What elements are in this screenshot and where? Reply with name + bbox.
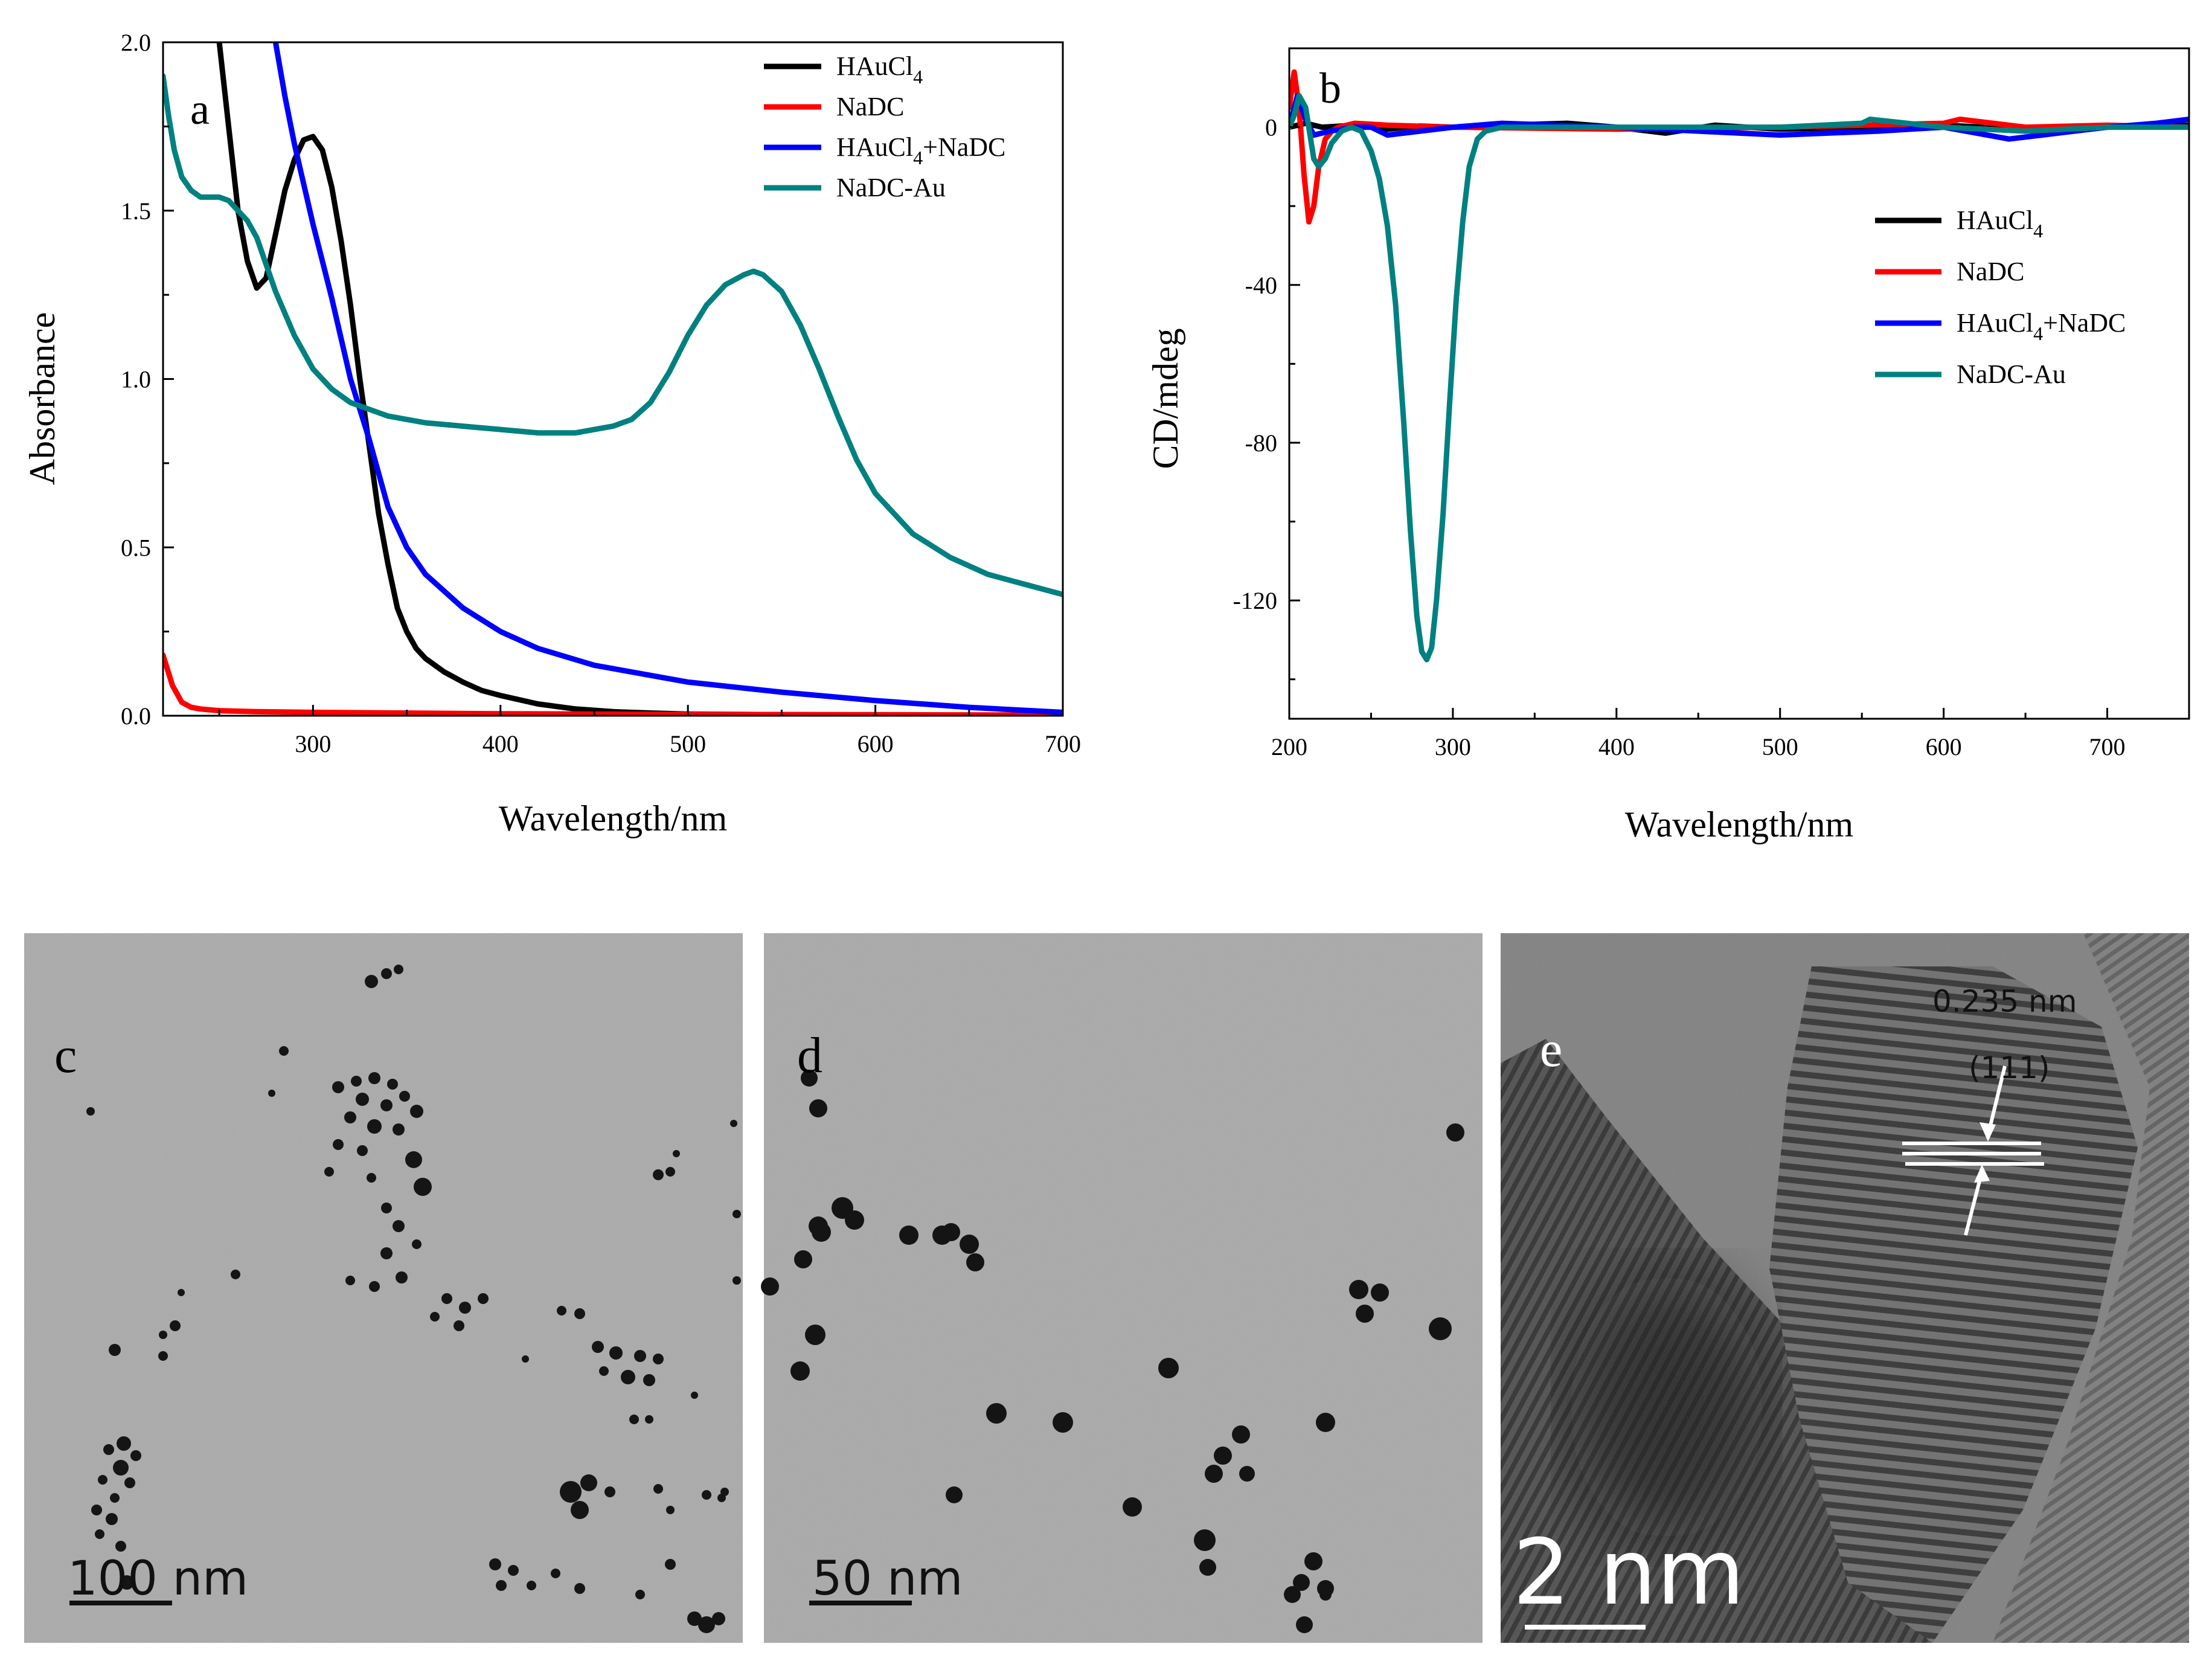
arrow-head-bottom bbox=[1974, 1164, 1990, 1183]
scale-bar-c bbox=[69, 1601, 172, 1605]
scale-label-c: 100 nm bbox=[68, 1552, 248, 1606]
scale-label-d: 50 nm bbox=[812, 1552, 963, 1606]
y-tick-label-a-3: 1.5 bbox=[121, 198, 151, 225]
arrow-head-top bbox=[1980, 1122, 1996, 1142]
y-tick-label-b-1: -40 bbox=[1245, 272, 1277, 299]
legend-label-a-1: NaDC bbox=[836, 92, 904, 121]
panel-label-c: c bbox=[54, 1027, 77, 1084]
series-line-b-3 bbox=[1289, 92, 2189, 663]
lattice-spacing-marker bbox=[1902, 1065, 2044, 1236]
series-line-a-0 bbox=[216, 42, 1063, 716]
series-line-a-3 bbox=[163, 73, 1063, 597]
scale-bar-e bbox=[1525, 1625, 1646, 1630]
y-tick-label-b-2: -80 bbox=[1245, 429, 1277, 457]
y-axis-label-a: Absorbance bbox=[22, 312, 62, 486]
axis-ticks-a: 300 400 500 600 700 0.0 0.5 1.0 1.5 2.0 bbox=[121, 29, 1081, 757]
axis-ticks-b: 200 300 400 500 600 700 0 -40 -80 -120 bbox=[1233, 114, 2126, 760]
x-axis-label-a: Wavelength/nm bbox=[499, 798, 727, 838]
y-tick-label-a-4: 2.0 bbox=[121, 29, 151, 56]
lattice-spacing-label: 0.235 nm bbox=[1932, 984, 2077, 1019]
panel-label-d: d bbox=[797, 1027, 822, 1084]
legend-label-a-3: NaDC-Au bbox=[836, 173, 946, 202]
tem-image-c: 100 nm c bbox=[24, 933, 743, 1643]
series-line-a-2 bbox=[272, 42, 1063, 715]
series-layer-a bbox=[163, 42, 1063, 716]
y-tick-label-b-3: -120 bbox=[1233, 587, 1277, 614]
y-axis-label-b: CD/mdeg bbox=[1146, 328, 1185, 469]
series-line-b-2 bbox=[1289, 92, 2189, 142]
y-tick-label-b-0: 0 bbox=[1265, 114, 1277, 141]
x-tick-label-b-1: 300 bbox=[1435, 733, 1471, 760]
y-tick-label-a-2: 1.0 bbox=[121, 366, 151, 393]
x-tick-label-a-2: 500 bbox=[670, 730, 706, 757]
scale-bar-d bbox=[809, 1601, 912, 1605]
x-tick-label-a-3: 600 bbox=[858, 730, 894, 757]
panel-label-a: a bbox=[190, 85, 210, 133]
legend-label-a-0: HAuCl4 bbox=[836, 51, 923, 88]
series-line-b-1 bbox=[1289, 69, 2189, 225]
x-tick-label-a-1: 400 bbox=[482, 730, 519, 757]
y-tick-label-a-0: 0.0 bbox=[121, 702, 151, 730]
x-axis-label-b: Wavelength/nm bbox=[1625, 805, 1853, 844]
tem-image-d: 50 nm d bbox=[761, 933, 1483, 1643]
panel-label-e: e bbox=[1540, 1021, 1562, 1078]
y-tick-label-a-1: 0.5 bbox=[121, 534, 151, 561]
x-tick-label-b-0: 200 bbox=[1271, 733, 1307, 760]
x-tick-label-b-3: 500 bbox=[1762, 733, 1798, 760]
legend-b: HAuCl4 NaDC HAuCl4+NaDC NaDC-Au bbox=[1875, 205, 2126, 389]
plot-frame-b bbox=[1288, 47, 2190, 720]
lattice-plane-label: (111) bbox=[1969, 1050, 2050, 1085]
chart-panel-b: 200 300 400 500 600 700 0 -40 -80 -120 b Waveleng… bbox=[1146, 47, 2190, 844]
legend-label-b-2: HAuCl4+NaDC bbox=[1957, 308, 2126, 344]
nanoparticles-c bbox=[86, 965, 741, 1633]
legend-label-b-1: NaDC bbox=[1957, 257, 2024, 286]
x-tick-label-b-4: 600 bbox=[1926, 733, 1962, 760]
x-tick-label-a-4: 700 bbox=[1045, 730, 1081, 757]
series-line-a-1 bbox=[163, 652, 1063, 716]
hrtem-image-e: 0.235 nm (111) 2 nm e bbox=[1501, 933, 2189, 1643]
legend-a: HAuCl4 NaDC HAuCl4+NaDC NaDC-Au bbox=[764, 51, 1005, 202]
scale-label-e: 2 nm bbox=[1513, 1520, 1745, 1625]
x-tick-label-a-0: 300 bbox=[295, 730, 331, 757]
legend-label-a-2: HAuCl4+NaDC bbox=[836, 132, 1005, 169]
legend-label-b-3: NaDC-Au bbox=[1957, 359, 2066, 389]
x-tick-label-b-5: 700 bbox=[2089, 733, 2126, 760]
series-layer-b bbox=[1289, 69, 2189, 663]
legend-label-b-0: HAuCl4 bbox=[1957, 205, 2043, 242]
x-tick-label-b-2: 400 bbox=[1598, 733, 1635, 760]
nanoparticles-d bbox=[761, 1070, 1464, 1633]
chart-panel-a: 300 400 500 600 700 0.0 0.5 1.0 1.5 2.0 a Wavelen… bbox=[22, 29, 1081, 838]
panel-label-b: b bbox=[1319, 64, 1341, 112]
